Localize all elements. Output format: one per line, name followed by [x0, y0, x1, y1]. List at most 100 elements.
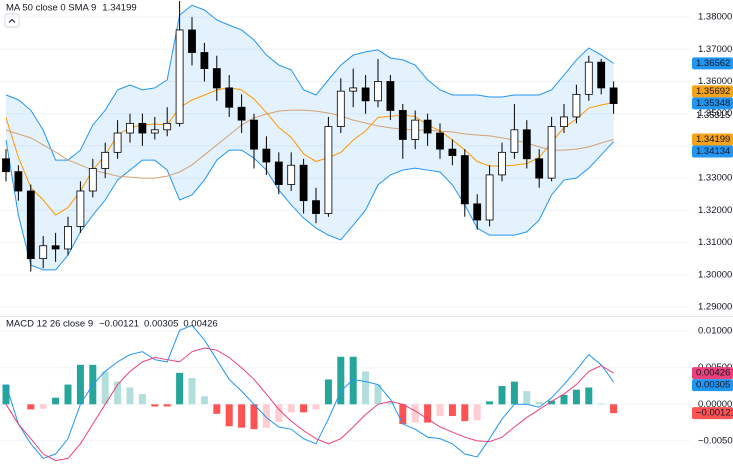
price-tag	[692, 133, 733, 146]
histogram-bar	[560, 394, 568, 405]
price-tag-label: 1.35692	[696, 86, 730, 97]
candle-body	[411, 119, 420, 140]
histogram-bar	[523, 391, 531, 405]
candle-body	[163, 122, 172, 131]
indicator-line	[5, 140, 614, 271]
legend-value: 0.00305	[144, 319, 178, 330]
histogram-bar	[548, 400, 556, 405]
legend-text: MA 50 close 0 SMA 9	[6, 3, 96, 14]
button-frame[interactable]	[4, 13, 20, 28]
candle-body	[287, 164, 296, 185]
histogram-bar	[337, 356, 345, 405]
price-tag-label: 0.00426	[696, 368, 730, 379]
histogram-bar	[126, 387, 134, 405]
candle-body	[188, 29, 196, 53]
candle-body	[460, 155, 469, 205]
histogram-bar	[572, 389, 580, 405]
price-tag	[692, 85, 733, 98]
candle-body	[175, 29, 184, 124]
candle-body	[485, 174, 494, 221]
candle-body	[336, 90, 345, 127]
histogram-bar	[461, 404, 469, 422]
histogram-bar	[510, 381, 518, 405]
histogram-bar	[386, 402, 394, 405]
candle-body	[39, 245, 48, 260]
candle-body	[448, 148, 457, 156]
histogram-bar	[300, 404, 308, 413]
histogram-bar	[362, 371, 370, 405]
histogram-bar	[262, 404, 270, 428]
histogram-bar	[151, 404, 159, 407]
y-tick-label: 1.30000	[698, 269, 732, 280]
candle-body	[299, 164, 308, 202]
y-tick-label: 1.38000	[698, 12, 732, 23]
price-tag-label: −0.00121	[696, 408, 733, 419]
y-tick-label: 1.33000	[698, 173, 732, 184]
price-tag-label: 1.34134	[696, 146, 730, 157]
histogram-bar	[213, 404, 221, 414]
histogram-bar	[163, 404, 171, 407]
y-tick-label: 1.35000	[698, 108, 732, 119]
histogram-bar	[585, 387, 593, 405]
candle-body	[386, 81, 395, 111]
candle-body	[535, 158, 544, 179]
histogram-bar	[411, 404, 419, 423]
candle-body	[225, 87, 234, 108]
candle-body	[584, 61, 593, 95]
y-tick-label: 0.00000	[698, 399, 732, 410]
candle-body	[572, 93, 581, 118]
candle-body	[250, 119, 258, 150]
candle-body	[473, 203, 482, 221]
histogram-bar	[238, 404, 246, 428]
histogram-bar	[374, 384, 382, 405]
histogram-bar	[448, 404, 456, 416]
histogram-bar	[200, 396, 208, 405]
price-tag	[692, 367, 733, 380]
legend-text: MACD 12 26 close 9	[6, 319, 93, 330]
price-tag-label: 0.00305	[696, 380, 730, 391]
price-tag-label: 1.36562	[696, 58, 730, 69]
candle-body	[374, 81, 382, 102]
histogram-bar	[424, 404, 432, 423]
legend-value: 0.00426	[183, 319, 217, 330]
candle-body	[212, 68, 221, 89]
histogram-bar	[250, 404, 258, 430]
histogram-bar	[2, 384, 10, 405]
candle-body	[14, 171, 23, 192]
candle-body	[113, 132, 122, 153]
candle-body	[101, 151, 110, 169]
candle-body	[237, 106, 246, 121]
y-tick-label: 1.31000	[698, 237, 732, 248]
histogram-bar	[64, 384, 72, 405]
histogram-bar	[610, 404, 618, 414]
histogram-bar	[486, 401, 494, 405]
histogram-bar	[473, 404, 481, 421]
collapse-button[interactable]	[4, 13, 20, 28]
candle-body	[51, 245, 60, 250]
candle-body	[88, 168, 97, 192]
histogram-bar	[498, 386, 506, 405]
candle-body	[510, 129, 519, 153]
candle-body	[498, 151, 506, 176]
y-tick-label: 1.29000	[698, 301, 732, 312]
histogram-bar	[76, 364, 84, 405]
candle-body	[349, 87, 358, 92]
price-tag	[692, 57, 733, 70]
candle-body	[547, 126, 556, 179]
candle-body	[76, 190, 85, 227]
candle-body	[138, 122, 147, 134]
candle-body	[312, 200, 320, 214]
band-fill	[6, 5, 614, 270]
histogram-bar	[324, 379, 332, 405]
candle-body	[126, 122, 134, 134]
histogram-bar	[52, 397, 60, 405]
histogram-bar	[287, 404, 295, 413]
candle-body	[522, 129, 531, 160]
candle-body	[398, 110, 407, 140]
candle-body	[324, 126, 333, 214]
candle-body	[262, 148, 271, 163]
indicator-line	[5, 4, 614, 161]
chevron-icon[interactable]	[8, 18, 16, 23]
